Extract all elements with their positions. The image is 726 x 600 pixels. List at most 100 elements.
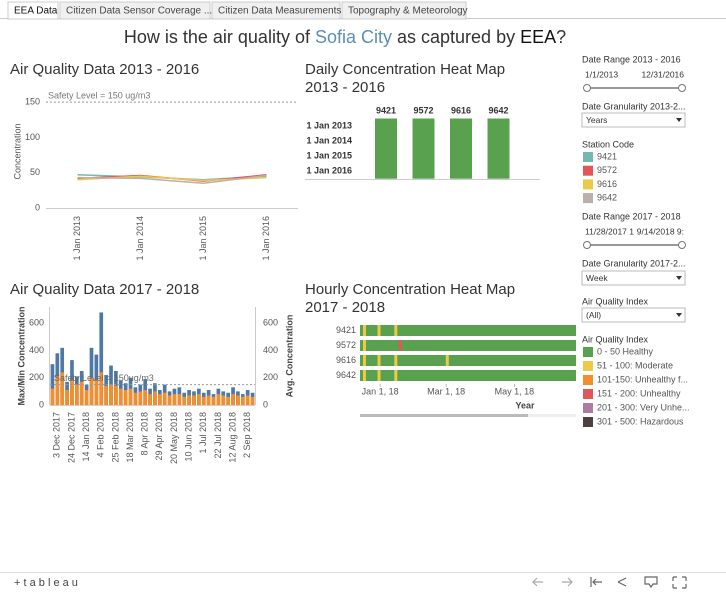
legend-label[interactable]: 201 - 300: Very Unhe... bbox=[597, 402, 690, 412]
bar bbox=[89, 377, 94, 405]
tab[interactable] bbox=[7, 1, 59, 20]
y-tick-label: 400 bbox=[29, 345, 44, 355]
tab-label[interactable]: Topography & Meteorology bbox=[348, 6, 468, 17]
bar bbox=[236, 395, 240, 405]
dropdown-arrow[interactable] bbox=[676, 118, 682, 122]
legend-label[interactable]: 101-150: Unhealthy f... bbox=[597, 374, 688, 384]
tab[interactable] bbox=[59, 1, 211, 20]
legend-swatch[interactable] bbox=[583, 403, 593, 413]
x-tick-label: 8 Apr 2018 bbox=[140, 412, 150, 456]
slider-2017[interactable] bbox=[583, 241, 686, 249]
bar bbox=[99, 372, 104, 405]
x-tick-label: 12 Aug 2018 bbox=[227, 412, 237, 463]
slider-handle[interactable] bbox=[678, 84, 686, 92]
dropdown-value[interactable]: Years bbox=[586, 115, 607, 125]
legend-label[interactable]: 51 - 100: Moderate bbox=[597, 360, 673, 370]
dropdown-arrow[interactable] bbox=[676, 276, 682, 280]
y-axis-label: Concentration bbox=[12, 123, 22, 179]
x-tick-label: 1 Jul 2018 bbox=[198, 412, 208, 454]
slider-2013[interactable] bbox=[583, 84, 686, 92]
y2-tick-label: 400 bbox=[263, 345, 278, 355]
legend-label[interactable]: 9642 bbox=[597, 192, 617, 202]
row-label: 1 Jan 2014 bbox=[306, 135, 352, 145]
legend-swatch[interactable] bbox=[583, 179, 593, 190]
legend-label[interactable]: 151 - 200: Unhealthy bbox=[597, 388, 681, 398]
bar bbox=[245, 395, 250, 405]
x-tick-label: 1 Jan 2014 bbox=[135, 216, 145, 261]
x-tick-label: 29 Apr 2018 bbox=[154, 412, 164, 461]
heat-highlight bbox=[394, 370, 398, 381]
comment-icon[interactable] bbox=[644, 576, 658, 589]
heat-cell bbox=[487, 148, 510, 164]
heat-cell bbox=[487, 133, 510, 149]
bar bbox=[250, 396, 255, 405]
bar bbox=[114, 385, 118, 405]
undo-icon[interactable] bbox=[532, 577, 543, 587]
toolbar bbox=[532, 576, 687, 589]
dropdown-value[interactable]: Week bbox=[586, 273, 608, 283]
column-label: 9642 bbox=[488, 105, 508, 115]
legend-label[interactable]: 301 - 500: Hazardous bbox=[597, 416, 684, 426]
y-tick-label: 150 bbox=[25, 96, 40, 106]
dashboard-title: How is the air quality of Sofia City as … bbox=[124, 27, 566, 47]
legend-swatch[interactable] bbox=[583, 165, 593, 176]
heat-cell bbox=[375, 133, 397, 149]
scrollbar-thumb[interactable] bbox=[360, 414, 528, 417]
line-series bbox=[77, 174, 267, 185]
legend-label[interactable]: 0 - 50 Healthy bbox=[597, 346, 654, 356]
legend-label[interactable]: 9616 bbox=[597, 179, 617, 189]
tab[interactable] bbox=[341, 1, 467, 20]
tableau-logo[interactable]: + t a b l e a u bbox=[14, 577, 78, 589]
tab-label[interactable]: EEA Data bbox=[14, 6, 58, 17]
heat-cell bbox=[487, 163, 510, 179]
tab-label[interactable]: Citizen Data Measurements bbox=[218, 6, 341, 17]
tab-label[interactable]: Citizen Data Sensor Coverage ... bbox=[66, 6, 212, 17]
fullscreen-icon[interactable] bbox=[672, 576, 687, 589]
x-tick-label: 1 Jan 2015 bbox=[198, 216, 208, 261]
x-tick-label: Mar 1, 18 bbox=[427, 386, 465, 396]
heat-cell bbox=[375, 163, 397, 179]
dropdown-value[interactable]: (All) bbox=[586, 310, 601, 320]
range-end: 12/31/2016 bbox=[641, 69, 684, 79]
legend-swatch[interactable] bbox=[583, 417, 593, 427]
legend-swatch[interactable] bbox=[583, 347, 593, 357]
chart-title: 2013 - 2016 bbox=[305, 79, 385, 96]
legend-label[interactable]: 9572 bbox=[597, 165, 617, 175]
bar bbox=[201, 396, 206, 405]
tab[interactable] bbox=[211, 1, 341, 20]
y-tick-label: 200 bbox=[29, 372, 44, 382]
legend-swatch[interactable] bbox=[583, 375, 593, 385]
bar bbox=[148, 394, 152, 405]
bar bbox=[157, 394, 162, 405]
x-tick-label: 1 Jan 2016 bbox=[261, 216, 271, 261]
heat-highlight bbox=[362, 340, 366, 351]
bar bbox=[206, 395, 211, 405]
dropdown-arrow[interactable] bbox=[676, 313, 682, 317]
row-label: 1 Jan 2015 bbox=[306, 150, 352, 160]
share-icon[interactable] bbox=[617, 577, 627, 587]
legend-swatch[interactable] bbox=[583, 389, 593, 399]
bar bbox=[240, 396, 245, 405]
y2-tick-label: 0 bbox=[263, 399, 268, 409]
legend-swatch[interactable] bbox=[583, 152, 593, 162]
slider-handle[interactable] bbox=[583, 241, 591, 249]
dropdown[interactable] bbox=[581, 307, 686, 323]
slider-handle[interactable] bbox=[583, 84, 591, 92]
bar bbox=[70, 380, 74, 405]
slider-handle[interactable] bbox=[678, 241, 686, 249]
dropdown[interactable] bbox=[581, 112, 686, 128]
dropdown[interactable] bbox=[581, 270, 686, 286]
heat-cell bbox=[450, 118, 472, 134]
bar bbox=[167, 395, 172, 405]
bar bbox=[84, 390, 89, 405]
revert-icon[interactable] bbox=[590, 577, 602, 587]
bar bbox=[60, 372, 65, 405]
bar bbox=[172, 394, 177, 405]
heat-cell bbox=[375, 118, 397, 134]
legend-swatch[interactable] bbox=[583, 361, 593, 371]
x-tick-label: 20 May 2018 bbox=[169, 412, 179, 464]
legend-swatch[interactable] bbox=[583, 193, 593, 204]
bar bbox=[197, 394, 201, 405]
legend-label[interactable]: 9421 bbox=[597, 151, 617, 161]
redo-icon[interactable] bbox=[562, 577, 573, 587]
